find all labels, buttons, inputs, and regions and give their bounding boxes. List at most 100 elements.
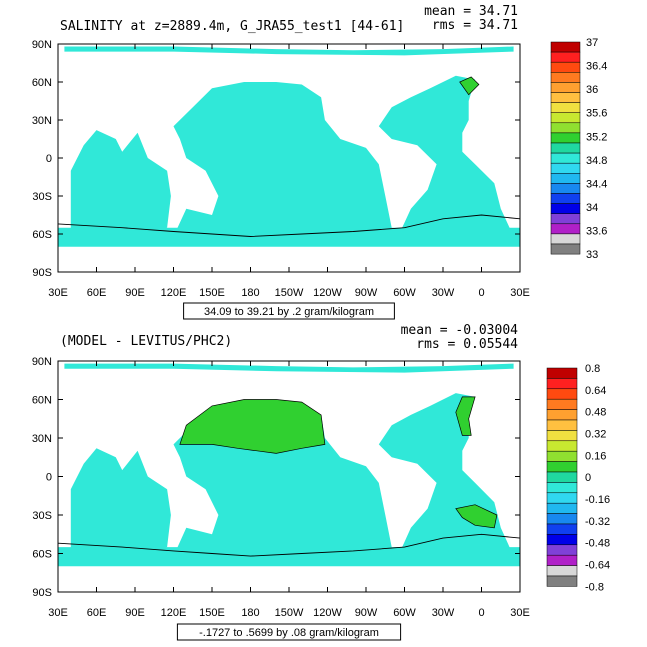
colorbar-swatch <box>546 492 578 504</box>
chart-title: (MODEL - LEVITUS/PHC2) <box>60 334 232 349</box>
colorbar-swatch <box>550 112 581 124</box>
colorbar-swatch <box>546 523 578 535</box>
colorbar-label: -0.16 <box>585 494 610 506</box>
colorbar-swatch <box>550 233 581 245</box>
colorbar-label: 0.32 <box>585 429 606 441</box>
colorbar-label: 36 <box>586 84 598 96</box>
colorbar-swatch <box>550 203 581 214</box>
x-tick-label: 30W <box>432 607 455 619</box>
contour-line <box>57 214 521 237</box>
colorbar-swatch <box>546 575 578 587</box>
x-tick-label: 60W <box>393 287 416 299</box>
colorbar-swatch <box>546 534 578 546</box>
colorbar-swatch <box>550 152 581 164</box>
colorbar-swatch <box>546 367 578 379</box>
y-tick-label: 60S <box>32 549 52 561</box>
colorbar-swatch <box>550 122 581 134</box>
ocean-region <box>70 130 171 241</box>
y-tick-label: 30S <box>32 510 52 522</box>
ocean-region <box>58 547 520 567</box>
colorbar-label: 0.16 <box>585 450 606 462</box>
ocean-region <box>58 227 520 247</box>
colorbar-swatch <box>546 398 578 410</box>
x-tick-label: 180 <box>241 287 259 299</box>
colorbar-swatch <box>546 419 578 431</box>
x-tick-label: 150W <box>275 607 304 619</box>
rms-label: rms = 34.71 <box>432 18 518 33</box>
ocean-region <box>64 46 514 56</box>
colorbar-label: 0.64 <box>585 385 606 397</box>
range-label: 34.09 to 39.21 by .2 gram/kilogram <box>204 306 374 318</box>
colorbar-swatch <box>550 72 581 83</box>
x-tick-label: 0 <box>478 287 484 299</box>
mean-label: mean = -0.03004 <box>401 323 519 338</box>
colorbar-swatch <box>550 61 581 73</box>
colorbar-swatch <box>546 544 578 556</box>
y-tick-label: 60N <box>32 395 52 407</box>
colorbar-swatch <box>550 223 581 235</box>
colorbar-swatch <box>546 565 578 577</box>
colorbar-swatch <box>550 243 581 255</box>
rms-label: rms = 0.05544 <box>416 337 518 352</box>
x-tick-label: 120W <box>313 607 342 619</box>
colorbar-swatch <box>550 41 581 53</box>
colorbar-swatch <box>546 388 578 400</box>
colorbar-swatch <box>546 450 578 462</box>
chart-title: SALINITY at z=2889.4m, G_JRA55_test1 [44… <box>60 19 404 34</box>
contour-line <box>57 533 521 557</box>
colorbar-swatch <box>550 193 581 204</box>
colorbar-swatch <box>546 513 578 525</box>
colorbar-swatch <box>546 554 578 566</box>
colorbar-label: 34 <box>586 202 598 214</box>
mean-label: mean = 34.71 <box>424 4 518 19</box>
colorbar-swatch <box>546 409 578 421</box>
panel-bottom: 30E 60E 90E 120E 150E 180 150W 120W 90W 60W 30W 0 30… <box>32 323 610 641</box>
colorbar-label: -0.8 <box>585 581 604 593</box>
x-tick-label: 120E <box>161 287 187 299</box>
x-tick-label: 0 <box>478 607 484 619</box>
x-tick-label: 120W <box>313 287 342 299</box>
x-tick-label: 30E <box>510 287 530 299</box>
colorbar-label: 35.2 <box>586 131 607 143</box>
colorbar-swatch <box>546 430 578 442</box>
contour-region <box>459 76 480 96</box>
colorbar-label: 35.6 <box>586 108 607 120</box>
colorbar-swatch <box>550 213 581 225</box>
colorbar-swatch <box>550 173 581 184</box>
range-label: -.1727 to .5699 by .08 gram/kilogram <box>199 627 379 639</box>
colorbar-label: 0.48 <box>585 407 606 419</box>
colorbar-swatch <box>546 482 578 494</box>
colorbar-swatch <box>550 142 581 154</box>
colorbar-label: -0.64 <box>585 560 610 572</box>
colorbar-label: -0.48 <box>585 538 610 550</box>
colorbar-swatch <box>550 102 581 113</box>
y-tick-label: 90N <box>32 356 52 368</box>
x-tick-label: 90E <box>125 607 145 619</box>
x-tick-label: 120E <box>161 607 187 619</box>
x-tick-label: 30W <box>432 287 455 299</box>
y-tick-label: 30S <box>32 191 52 203</box>
x-tick-label: 180 <box>241 607 259 619</box>
colorbar-label: 37 <box>586 37 598 49</box>
ocean-region <box>64 363 514 373</box>
anomaly-region <box>455 396 476 436</box>
x-tick-label: 30E <box>48 607 68 619</box>
y-tick-label: 90S <box>32 587 52 599</box>
panel-top: 30E 60E 90E 120E 150E 180 150W 120W 90W 60W 30W 0 30… <box>32 4 607 320</box>
x-tick-label: 150W <box>275 287 304 299</box>
colorbar-label: 34.8 <box>586 155 607 167</box>
range-box <box>176 623 402 641</box>
y-tick-label: 60S <box>32 229 52 241</box>
ocean-region <box>378 75 514 237</box>
colorbar-label: 36.4 <box>586 61 607 73</box>
x-tick-label: 150E <box>199 607 225 619</box>
x-tick-label: 60W <box>393 607 416 619</box>
x-tick-label: 90W <box>355 287 378 299</box>
y-tick-label: 60N <box>32 77 52 89</box>
colorbar-swatch <box>550 162 581 174</box>
colorbar-swatch <box>546 471 578 483</box>
y-tick-label: 90N <box>32 39 52 51</box>
x-tick-label: 150E <box>199 287 225 299</box>
colorbar-swatch <box>550 92 581 103</box>
